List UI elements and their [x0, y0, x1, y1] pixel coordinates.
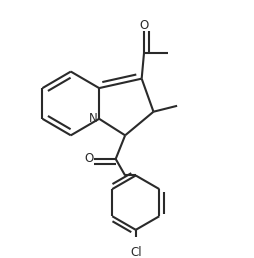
Text: O: O: [139, 19, 148, 32]
Text: O: O: [84, 152, 93, 165]
Text: Cl: Cl: [130, 246, 141, 258]
Text: N: N: [89, 112, 97, 125]
